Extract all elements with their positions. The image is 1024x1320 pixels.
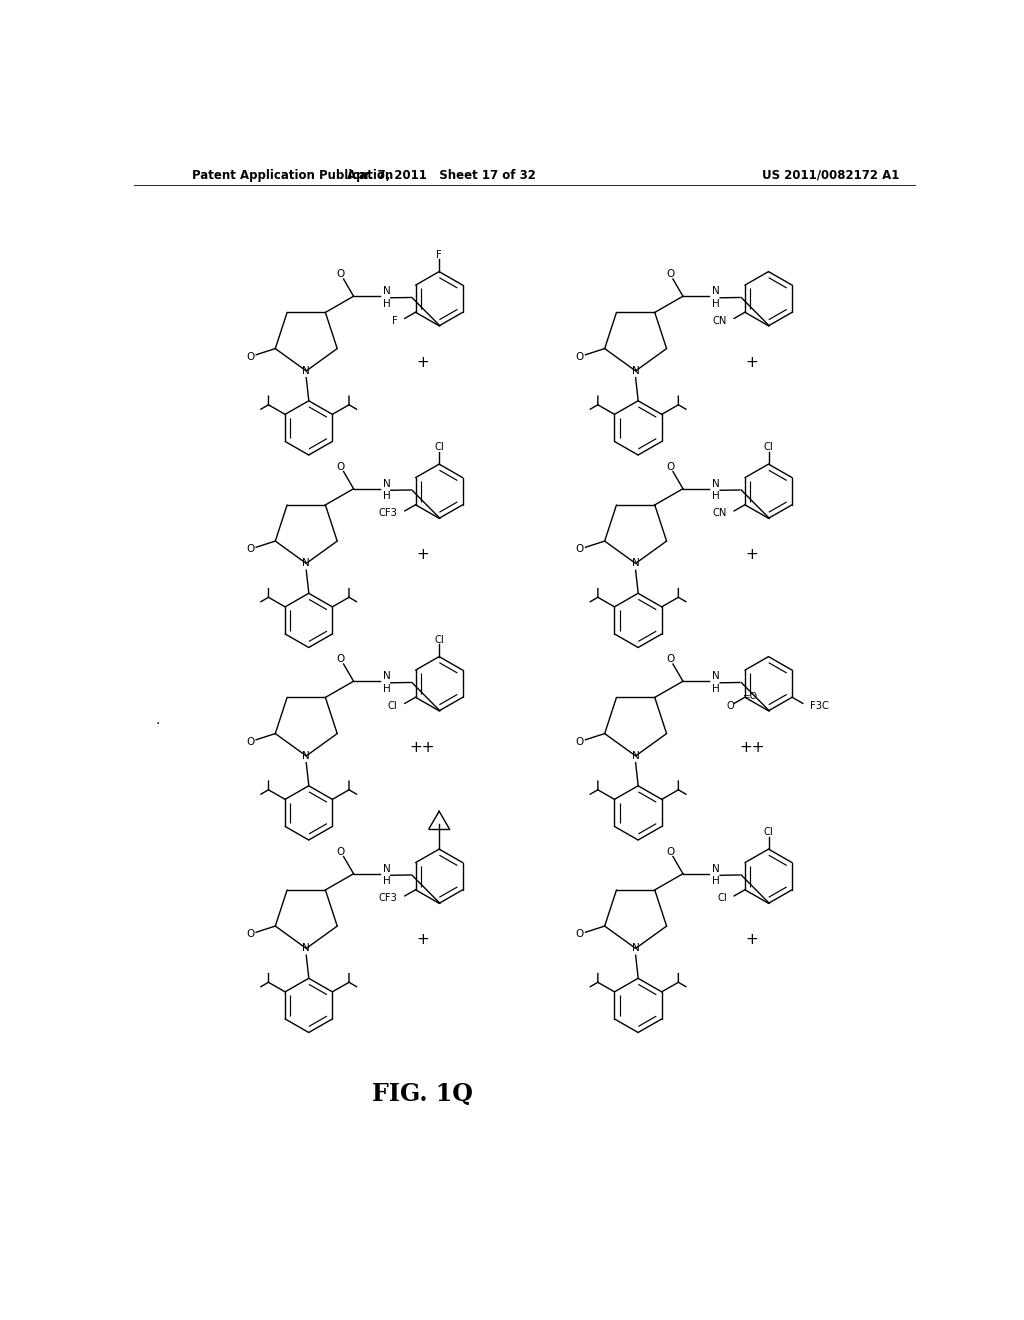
- Text: +: +: [416, 932, 429, 948]
- Text: N: N: [302, 366, 310, 376]
- Text: Cl: Cl: [717, 894, 727, 903]
- Text: N: N: [302, 558, 310, 569]
- Text: O: O: [246, 929, 254, 939]
- Text: H: H: [713, 684, 720, 693]
- Text: H: H: [383, 876, 390, 886]
- Text: N: N: [713, 479, 720, 488]
- Text: O: O: [575, 351, 584, 362]
- Text: N: N: [632, 751, 640, 760]
- Text: O: O: [666, 462, 675, 471]
- Text: N: N: [632, 944, 640, 953]
- Text: O: O: [337, 655, 345, 664]
- Text: F: F: [436, 249, 442, 260]
- Text: O: O: [666, 655, 675, 664]
- Text: N: N: [632, 558, 640, 569]
- Text: O: O: [337, 269, 345, 280]
- Text: O: O: [246, 351, 254, 362]
- Text: ·: ·: [156, 717, 160, 731]
- Text: +: +: [745, 932, 758, 948]
- Text: N: N: [383, 286, 390, 296]
- Text: Cl: Cl: [764, 442, 773, 453]
- Text: F3C: F3C: [810, 701, 829, 710]
- Text: O: O: [666, 269, 675, 280]
- Text: O: O: [666, 847, 675, 857]
- Text: CN: CN: [713, 315, 727, 326]
- Text: ++: ++: [739, 741, 765, 755]
- Text: O: O: [726, 701, 734, 710]
- Text: N: N: [383, 672, 390, 681]
- Text: +: +: [745, 355, 758, 370]
- Text: Cl: Cl: [434, 442, 444, 453]
- Text: N: N: [302, 751, 310, 760]
- Text: H: H: [383, 684, 390, 693]
- Text: FIG. 1Q: FIG. 1Q: [372, 1082, 473, 1106]
- Text: N: N: [713, 863, 720, 874]
- Text: N: N: [383, 863, 390, 874]
- Text: O: O: [575, 544, 584, 554]
- Text: N: N: [632, 366, 640, 376]
- Text: H: H: [383, 298, 390, 309]
- Text: O: O: [337, 847, 345, 857]
- Text: O: O: [246, 737, 254, 747]
- Text: Patent Application Publication: Patent Application Publication: [191, 169, 393, 182]
- Text: H: H: [713, 491, 720, 502]
- Text: Cl: Cl: [764, 828, 773, 837]
- Text: +: +: [416, 548, 429, 562]
- Text: F: F: [391, 315, 397, 326]
- Text: N: N: [302, 944, 310, 953]
- Text: ++: ++: [410, 741, 435, 755]
- Text: H: H: [383, 491, 390, 502]
- Text: CF3: CF3: [379, 508, 397, 519]
- Text: N: N: [383, 479, 390, 488]
- Text: H: H: [713, 876, 720, 886]
- Text: O: O: [575, 929, 584, 939]
- Text: CF3: CF3: [379, 894, 397, 903]
- Text: =O: =O: [742, 692, 757, 701]
- Text: Cl: Cl: [434, 635, 444, 644]
- Text: O: O: [575, 737, 584, 747]
- Text: +: +: [745, 548, 758, 562]
- Text: Apr. 7, 2011   Sheet 17 of 32: Apr. 7, 2011 Sheet 17 of 32: [347, 169, 537, 182]
- Text: O: O: [337, 462, 345, 471]
- Text: Cl: Cl: [388, 701, 397, 710]
- Text: O: O: [246, 544, 254, 554]
- Text: US 2011/0082172 A1: US 2011/0082172 A1: [762, 169, 899, 182]
- Text: N: N: [713, 672, 720, 681]
- Text: CN: CN: [713, 508, 727, 519]
- Text: H: H: [713, 298, 720, 309]
- Text: +: +: [416, 355, 429, 370]
- Text: N: N: [713, 286, 720, 296]
